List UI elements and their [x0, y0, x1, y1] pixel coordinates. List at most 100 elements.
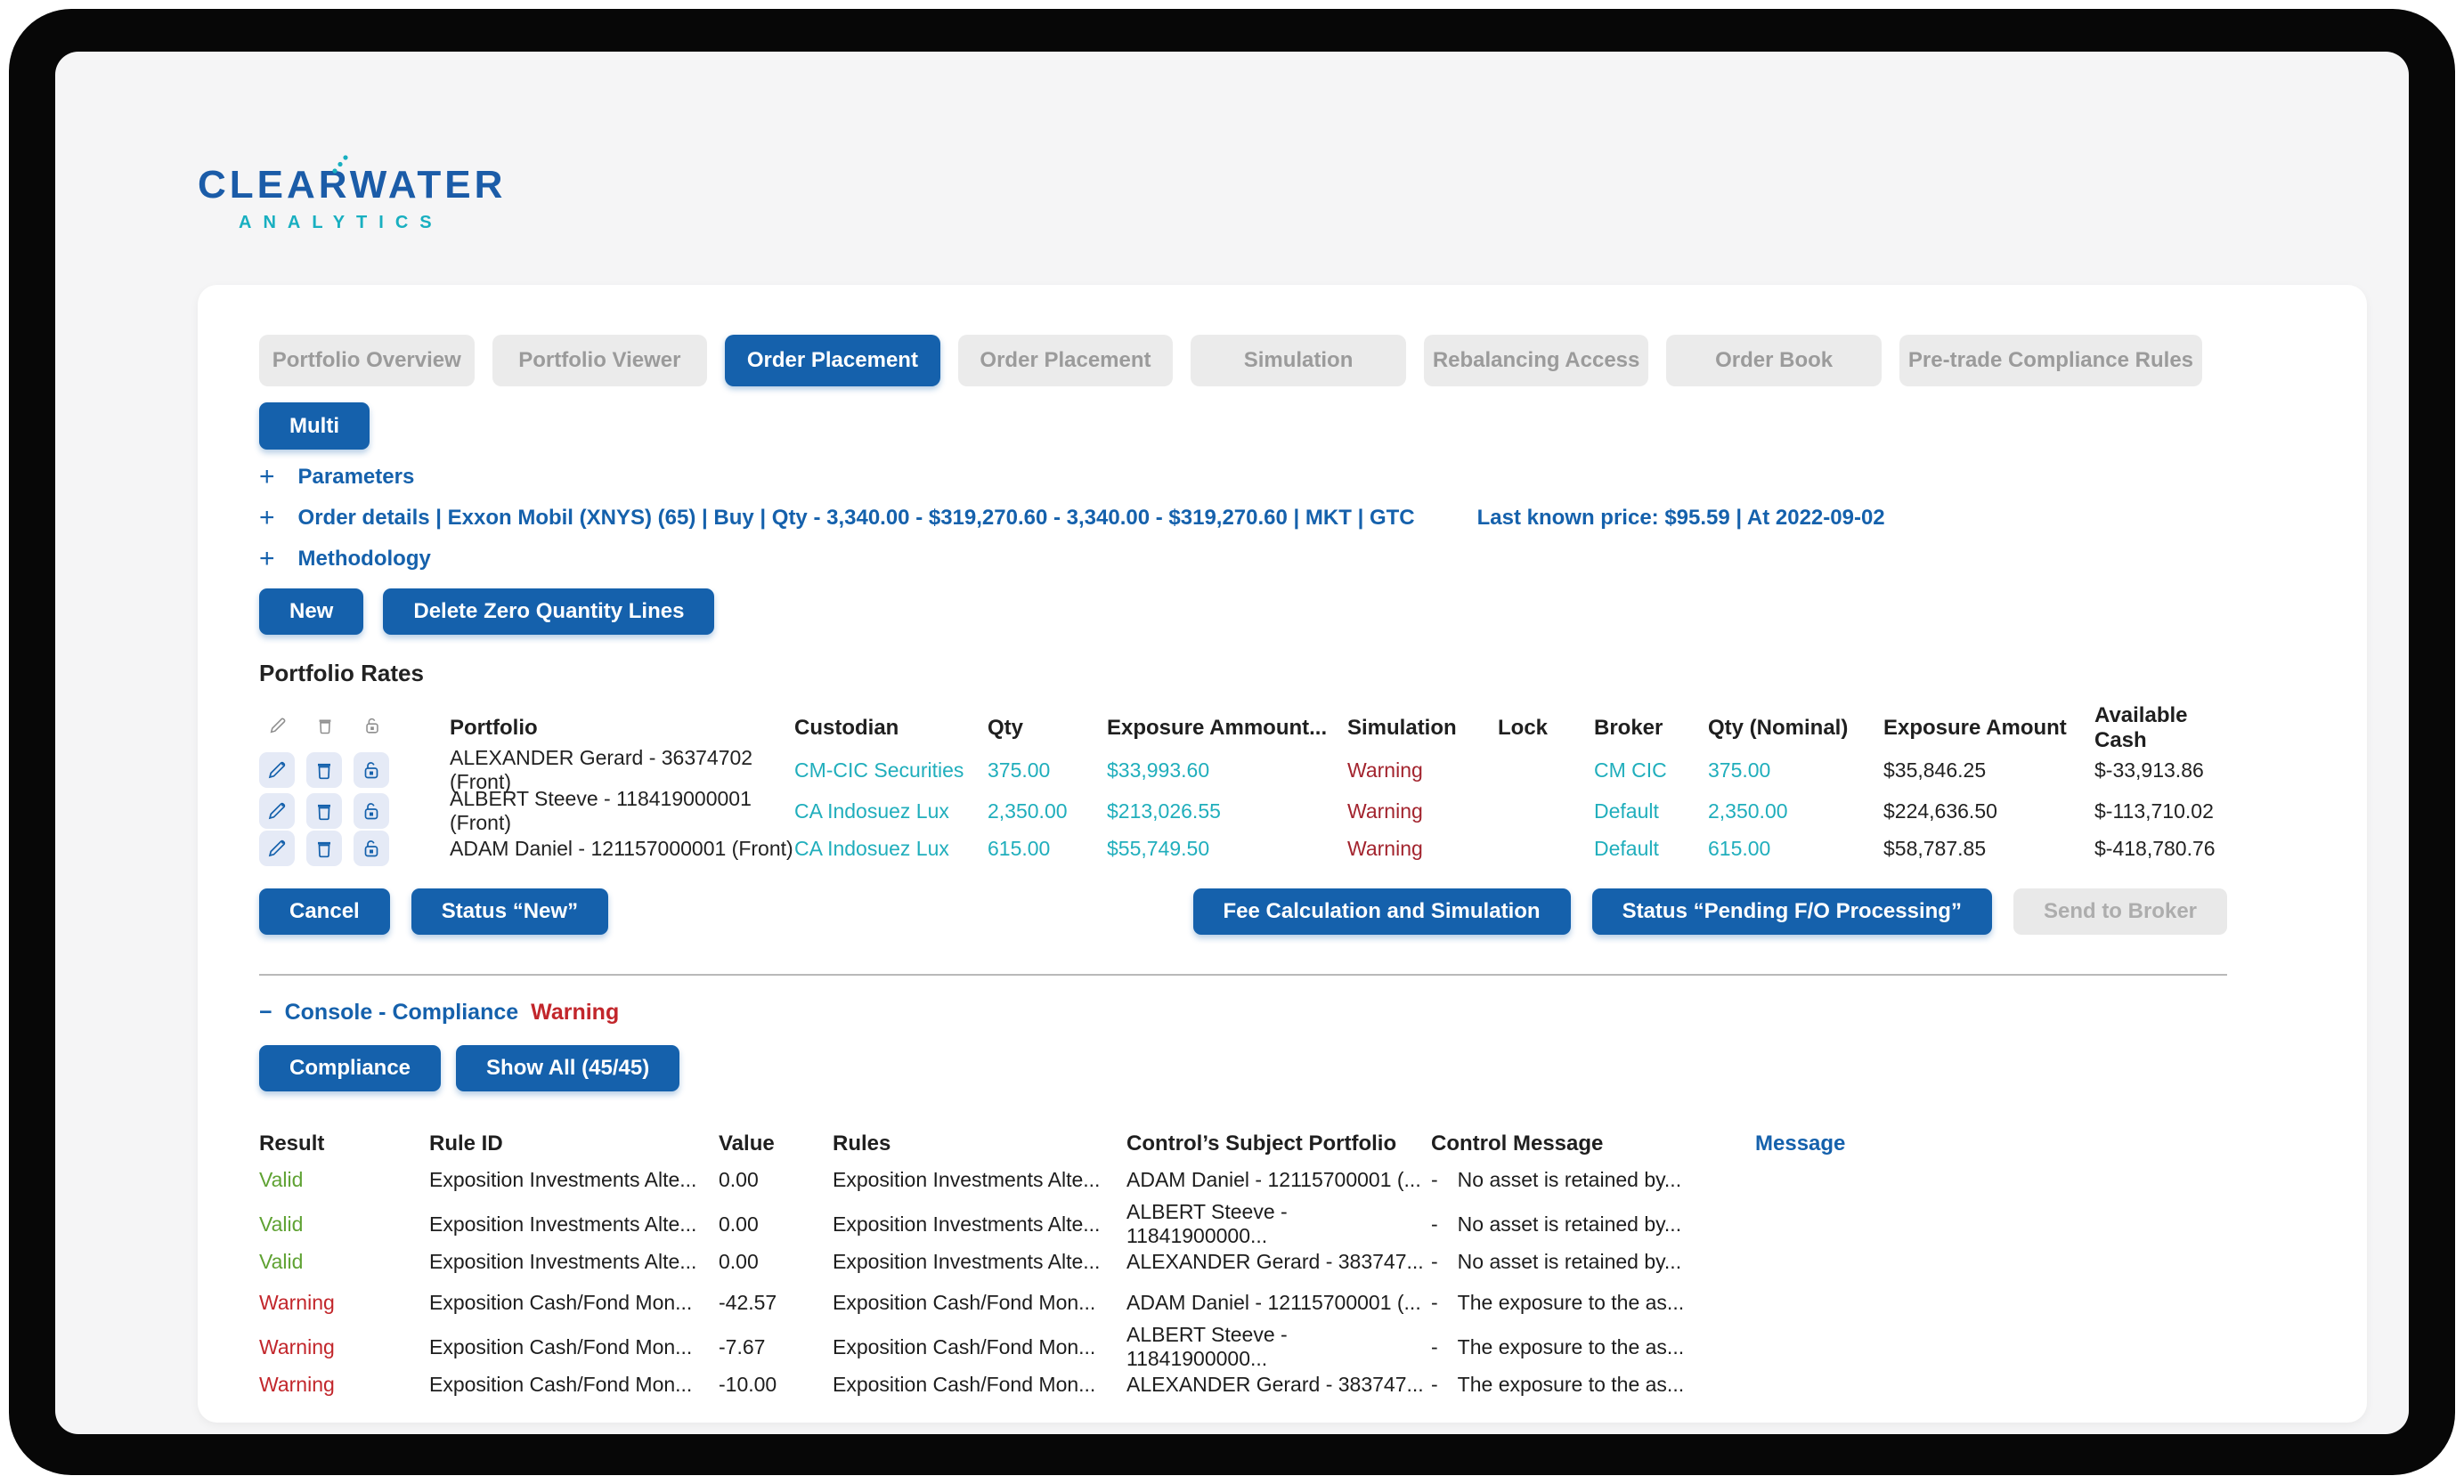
col-lock: Lock	[1498, 716, 1549, 740]
cell-simulation: Warning	[1347, 758, 1423, 782]
cell-value: 0.00	[719, 1249, 759, 1273]
cell-custodian: CA Indosuez Lux	[794, 799, 949, 823]
col-broker: Broker	[1594, 716, 1663, 740]
new-button[interactable]: New	[259, 588, 364, 635]
plus-icon: +	[259, 462, 275, 491]
tab-rebalancing-access[interactable]: Rebalancing Access	[1423, 335, 1649, 386]
col-qty-nominal: Qty (Nominal)	[1708, 716, 1849, 740]
col-rule-id: Rule ID	[429, 1131, 503, 1156]
row-edit-button[interactable]	[259, 752, 295, 788]
cell-control-message: The exposure to the as...	[1457, 1334, 1685, 1358]
col-simulation: Simulation	[1347, 716, 1457, 740]
col-available-cash: Available Cash	[2094, 703, 2188, 752]
cell-qty: 615.00	[988, 836, 1051, 860]
cancel-button[interactable]: Cancel	[259, 888, 390, 935]
cell-control-message: No asset is retained by...	[1457, 1212, 1682, 1236]
cell-portfolio: ADAM Daniel - 121157000001 (Front)	[450, 836, 793, 860]
cell-rules: Exposition Investments Alte...	[833, 1212, 1101, 1236]
cell-exposure-ammount: $55,749.50	[1107, 836, 1210, 860]
cell-exposure-amount: $35,846.25	[1883, 758, 1987, 782]
tab-portfolio-overview[interactable]: Portfolio Overview	[259, 335, 475, 386]
cell-available-cash: $-418,780.76	[2094, 836, 2216, 860]
console-toggle[interactable]: − Console - Compliance Warning	[259, 999, 2227, 1026]
cell-portfolio: ALBERT Steeve - 118419000001 (Front)	[450, 787, 752, 834]
cell-rules: Exposition Investments Alte...	[833, 1167, 1101, 1191]
col-qty: Qty	[988, 716, 1024, 740]
tab-portfolio-viewer[interactable]: Portfolio Viewer	[492, 335, 708, 386]
portfolio-row: ALEXANDER Gerard - 36374702 (Front) CM-C…	[259, 746, 2227, 793]
clearwater-logo: CLEARWATER ANALYTICS	[198, 155, 572, 231]
col-exposure-ammount: Exposure Ammount...	[1107, 716, 1328, 740]
tab-order-book[interactable]: Order Book	[1666, 335, 1882, 386]
tab-order-placement-active[interactable]: Order Placement	[725, 335, 940, 386]
row-lock-button[interactable]	[354, 793, 389, 829]
cell-exposure-amount: $224,636.50	[1883, 799, 1997, 823]
cell-qty-nominal: 615.00	[1708, 836, 1771, 860]
status-new-button[interactable]: Status “New”	[411, 888, 609, 935]
tab-order-placement-2[interactable]: Order Placement	[957, 335, 1174, 386]
cell-value: 0.00	[719, 1167, 759, 1191]
tab-simulation[interactable]: Simulation	[1191, 335, 1406, 386]
status-pending-button[interactable]: Status “Pending F/O Processing”	[1591, 888, 1992, 935]
compliance-row: Valid Exposition Investments Alte... 0.0…	[259, 1200, 2227, 1247]
cell-control-message-dash: -	[1431, 1334, 1438, 1358]
fee-calculation-button[interactable]: Fee Calculation and Simulation	[1192, 888, 1571, 935]
cell-control-message-dash: -	[1431, 1372, 1438, 1396]
cell-result: Valid	[259, 1212, 304, 1236]
cell-result: Valid	[259, 1167, 304, 1191]
parameters-label: Parameters	[297, 465, 415, 489]
logo-primary-text: CLEARWATER	[198, 163, 507, 207]
trash-icon	[315, 716, 335, 742]
cell-rules: Exposition Cash/Fond Mon...	[833, 1290, 1096, 1314]
cell-subject-portfolio: ALEXANDER Gerard - 383747...	[1126, 1372, 1424, 1396]
row-lock-button[interactable]	[354, 831, 389, 866]
row-lock-button[interactable]	[354, 752, 389, 788]
cell-available-cash: $-113,710.02	[2094, 799, 2214, 823]
send-to-broker-button[interactable]: Send to Broker	[2013, 888, 2227, 935]
cell-rules: Exposition Cash/Fond Mon...	[833, 1334, 1096, 1358]
col-result: Result	[259, 1131, 325, 1156]
row-delete-button[interactable]	[306, 793, 342, 829]
cell-rule-id: Exposition Investments Alte...	[429, 1167, 697, 1191]
order-actions: Cancel Status “New” Fee Calculation and …	[259, 888, 2227, 935]
col-rules: Rules	[833, 1131, 891, 1156]
cell-subject-portfolio: ALBERT Steeve - 11841900000...	[1126, 1323, 1288, 1370]
compliance-row: Valid Exposition Investments Alte... 0.0…	[259, 1241, 2227, 1282]
cell-qty: 2,350.00	[988, 799, 1068, 823]
row-delete-button[interactable]	[306, 831, 342, 866]
col-subject-portfolio: Control’s Subject Portfolio	[1126, 1131, 1397, 1156]
compliance-button[interactable]: Compliance	[259, 1045, 442, 1091]
methodology-toggle[interactable]: + Methodology	[259, 546, 2227, 572]
cell-simulation: Warning	[1347, 836, 1423, 860]
row-edit-button[interactable]	[259, 831, 295, 866]
main-card: Portfolio Overview Portfolio Viewer Orde…	[198, 285, 2367, 1423]
col-portfolio: Portfolio	[450, 716, 538, 740]
logo-dots-icon	[331, 155, 349, 179]
portfolio-row: ADAM Daniel - 121157000001 (Front) CA In…	[259, 828, 2227, 869]
parameters-toggle[interactable]: + Parameters	[259, 464, 2227, 491]
cell-value: 0.00	[719, 1212, 759, 1236]
pencil-icon	[268, 716, 288, 742]
col-exposure-amount: Exposure Amount	[1883, 716, 2067, 740]
cell-rule-id: Exposition Cash/Fond Mon...	[429, 1372, 693, 1396]
cell-exposure-amount: $58,787.85	[1883, 836, 1987, 860]
collapse-minus-icon: −	[259, 999, 272, 1025]
compliance-header: Result Rule ID Value Rules Control’s Sub…	[259, 1129, 2227, 1159]
multi-button[interactable]: Multi	[259, 402, 370, 450]
order-details-toggle[interactable]: + Order details | Exxon Mobil (XNYS) (65…	[259, 505, 2227, 531]
cell-rules: Exposition Investments Alte...	[833, 1249, 1101, 1273]
row-edit-button[interactable]	[259, 793, 295, 829]
row-delete-button[interactable]	[306, 752, 342, 788]
show-all-button[interactable]: Show All (45/45)	[456, 1045, 680, 1091]
cell-rule-id: Exposition Investments Alte...	[429, 1249, 697, 1273]
cell-control-message: The exposure to the as...	[1457, 1372, 1685, 1396]
cell-available-cash: $-33,913.86	[2094, 758, 2204, 782]
tab-pretrade-compliance-rules[interactable]: Pre-trade Compliance Rules	[1899, 335, 2203, 386]
cell-qty-nominal: 375.00	[1708, 758, 1771, 782]
delete-zero-quantity-lines-button[interactable]: Delete Zero Quantity Lines	[383, 588, 715, 635]
col-custodian: Custodian	[794, 716, 899, 740]
cell-control-message: No asset is retained by...	[1457, 1167, 1682, 1191]
compliance-row: Valid Exposition Investments Alte... 0.0…	[259, 1159, 2227, 1200]
portfolio-rates-title: Portfolio Rates	[259, 660, 424, 686]
col-message-link[interactable]: Message	[1755, 1131, 1846, 1156]
